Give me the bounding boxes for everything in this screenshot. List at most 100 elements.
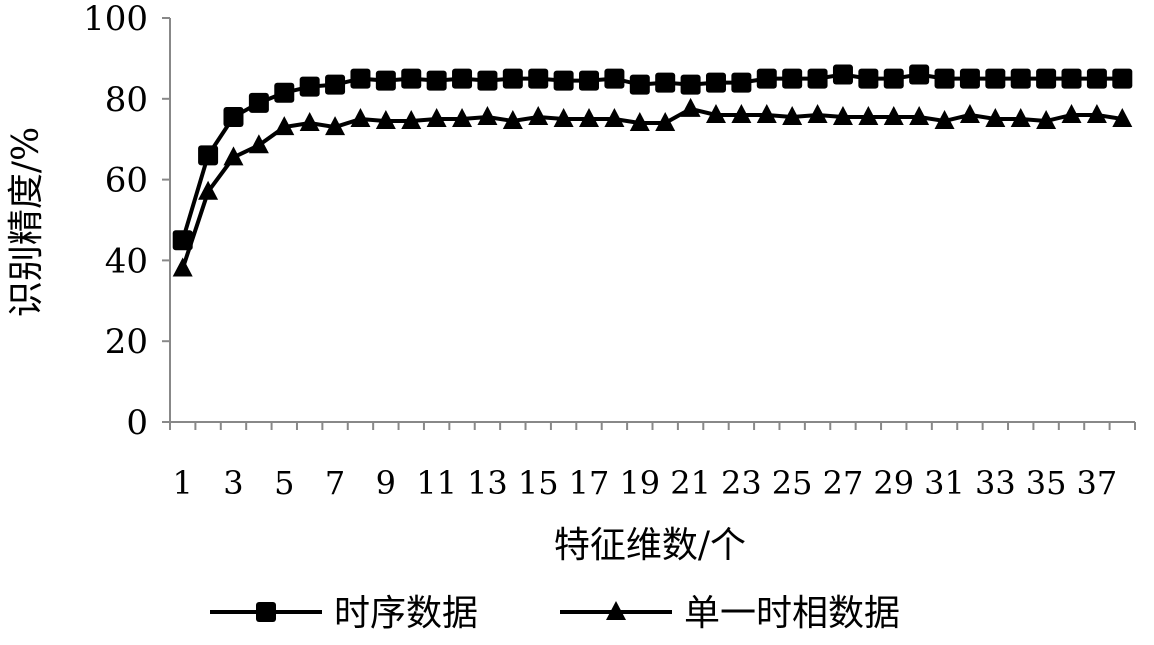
data-point-triangle: [274, 116, 295, 136]
data-point-square: [274, 82, 295, 103]
x-tick-label: 11: [416, 464, 457, 502]
data-point-square: [502, 68, 523, 89]
data-point-square: [223, 106, 244, 127]
data-point-square: [375, 70, 396, 91]
data-point-triangle: [606, 601, 626, 620]
legend-label: 单一时相数据: [684, 593, 900, 634]
data-point-square: [731, 72, 752, 93]
data-point-triangle: [731, 103, 752, 123]
data-point-triangle: [807, 103, 828, 123]
data-point-triangle: [553, 108, 574, 127]
data-point-triangle: [756, 103, 777, 123]
data-point-triangle: [375, 110, 396, 130]
x-tick-label: 23: [721, 464, 762, 502]
data-point-square: [858, 68, 879, 89]
x-tick-label: 21: [670, 464, 711, 502]
series-line: [180, 72, 1123, 241]
data-point-triangle: [172, 257, 193, 277]
x-tick-label: 5: [274, 464, 294, 502]
data-point-square: [756, 68, 777, 89]
data-point-square: [579, 70, 600, 91]
data-point-square: [959, 68, 980, 89]
y-tick-label: 40: [105, 241, 148, 281]
data-point-triangle: [782, 105, 803, 125]
data-point-triangle: [579, 108, 600, 127]
data-point-square: [401, 68, 422, 89]
series-line: [180, 106, 1123, 270]
data-point-triangle: [858, 105, 879, 125]
data-point-triangle: [1112, 108, 1133, 127]
data-point-square: [934, 68, 955, 89]
data-point-triangle: [832, 105, 853, 125]
x-tick-label: 9: [376, 464, 396, 502]
series-marks: [172, 64, 1133, 277]
data-point-triangle: [1061, 103, 1082, 123]
y-tick-label: 0: [126, 403, 148, 443]
data-point-triangle: [959, 103, 980, 123]
data-point-triangle: [655, 112, 676, 132]
x-tick-label: 7: [325, 464, 345, 502]
data-point-square: [553, 70, 574, 91]
data-point-triangle: [909, 105, 930, 125]
data-point-square: [198, 145, 219, 166]
data-point-triangle: [629, 112, 650, 132]
data-point-triangle: [680, 97, 701, 117]
data-point-square: [909, 64, 930, 85]
data-point-triangle: [248, 134, 269, 154]
data-point-square: [604, 68, 625, 89]
data-point-square: [985, 68, 1006, 89]
data-point-triangle: [223, 146, 244, 166]
data-point-square: [299, 76, 320, 97]
data-point-triangle: [528, 105, 549, 125]
data-point-square: [325, 74, 346, 95]
data-point-triangle: [1010, 108, 1031, 127]
data-point-triangle: [883, 105, 904, 125]
data-point-square: [248, 92, 269, 113]
data-point-square: [350, 68, 371, 89]
data-point-square: [680, 74, 701, 95]
legend-label: 时序数据: [334, 593, 478, 634]
x-tick-label: 17: [569, 464, 610, 502]
data-point-square: [629, 74, 650, 95]
data-point-triangle: [1086, 103, 1107, 123]
data-point-triangle: [1036, 110, 1057, 130]
x-tick-label: 35: [1026, 464, 1067, 502]
data-point-square: [883, 68, 904, 89]
data-point-square: [1112, 68, 1133, 89]
data-point-triangle: [198, 180, 219, 200]
series-2: [172, 97, 1133, 277]
x-tick-label: 25: [772, 464, 813, 502]
series-1: [172, 64, 1133, 251]
data-point-square: [1086, 68, 1107, 89]
y-tick-label: 20: [105, 322, 148, 362]
data-point-square: [1036, 68, 1057, 89]
data-point-triangle: [705, 103, 726, 123]
data-point-triangle: [604, 108, 625, 127]
data-point-square: [1010, 68, 1031, 89]
data-point-triangle: [426, 108, 447, 127]
data-point-square: [452, 68, 473, 89]
data-point-triangle: [401, 110, 422, 130]
data-point-square: [832, 64, 853, 85]
data-point-triangle: [985, 108, 1006, 127]
data-point-square: [256, 602, 276, 622]
y-tick-label: 60: [105, 161, 148, 201]
data-point-triangle: [299, 112, 320, 132]
data-point-square: [807, 68, 828, 89]
data-point-square: [655, 72, 676, 93]
data-point-square: [477, 70, 498, 91]
x-tick-label: 19: [619, 464, 660, 502]
x-tick-label: 29: [873, 464, 914, 502]
data-point-triangle: [452, 108, 473, 127]
data-point-triangle: [325, 116, 346, 136]
x-tick-label: 13: [467, 464, 508, 502]
y-tick-label: 80: [105, 80, 148, 120]
data-point-triangle: [477, 105, 498, 125]
legend: 时序数据 单一时相数据: [210, 593, 900, 634]
y-axis-label: 识别精度/%: [6, 127, 47, 317]
x-tick-label: 3: [223, 464, 243, 502]
x-tick-label: 27: [823, 464, 864, 502]
data-point-square: [528, 68, 549, 89]
